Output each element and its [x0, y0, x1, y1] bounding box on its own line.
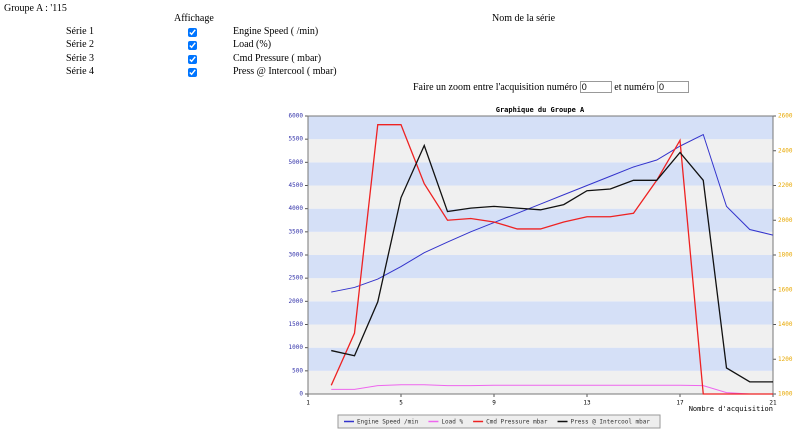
y-tick-label: 1000 [289, 344, 304, 351]
grid-band [308, 139, 773, 163]
y2-tick-label: 1200 [778, 356, 793, 363]
y-tick-label: 0 [299, 391, 303, 398]
series-line [330, 124, 773, 395]
series-label: Série 2 [66, 39, 95, 51]
legend-label: Press @ Intercool mbar [571, 419, 651, 426]
y-tick-label: 2000 [289, 298, 304, 305]
grid-band [308, 255, 773, 279]
y-tick-label: 5000 [289, 159, 304, 166]
column-header: Nom de la série [492, 13, 556, 24]
series-line [331, 143, 773, 383]
series-label: Série 1 [66, 26, 95, 37]
grid-band [308, 116, 773, 140]
y2-tick-label: 2600 [778, 113, 793, 120]
series-name: Engine Speed ( /min) [233, 26, 319, 37]
x-tick-label: 13 [583, 400, 591, 407]
y-tick-label: 500 [292, 367, 303, 374]
y-tick-label: 3000 [289, 252, 304, 259]
y-tick-label: 3500 [289, 228, 304, 235]
series-line [331, 384, 773, 395]
grid-band [308, 370, 773, 394]
grid-band [308, 347, 773, 371]
series-name: Load (%) [233, 39, 272, 51]
zoom-label: Faire un zoom entre l'acquisition numéro [413, 82, 578, 93]
zoom-label: et numéro [614, 82, 655, 93]
grid-band [308, 208, 773, 232]
y2-tick-label: 1800 [778, 252, 793, 259]
series-checkbox[interactable] [188, 67, 197, 77]
chart-title: Graphique du Groupe A [496, 106, 585, 114]
grid-band [308, 324, 773, 348]
y2-tick-label: 1600 [778, 286, 793, 293]
y-tick-label: 5500 [289, 136, 304, 143]
y-tick-label: 1500 [289, 321, 304, 328]
x-tick-label: 17 [676, 400, 684, 407]
grid-band [308, 278, 773, 302]
zoom-from[interactable] [579, 81, 612, 93]
series-name: Cmd Pressure ( mbar) [233, 52, 322, 64]
y2-tick-label: 2200 [778, 182, 793, 189]
group-title: Groupe A : '115 [4, 3, 67, 14]
legend-label: Engine Speed /min [357, 419, 419, 426]
series-name: Press @ Intercool ( mbar) [233, 65, 337, 77]
series-checkbox[interactable] [188, 28, 197, 37]
y2-tick-label: 1000 [778, 391, 793, 398]
grid-band [308, 301, 773, 325]
y-tick-label: 4000 [289, 205, 304, 212]
series-label: Série 3 [66, 52, 95, 64]
zoom-form: Faire un zoom entre l'acquisition numéro… [413, 81, 690, 93]
x-tick-label: 9 [492, 400, 496, 407]
series-checkbox[interactable] [188, 54, 197, 64]
zoom-to[interactable] [657, 81, 690, 93]
grid-band [308, 231, 773, 255]
legend [337, 414, 661, 429]
x-tick-label: 5 [399, 400, 403, 407]
legend-label: Load % [441, 419, 463, 426]
y-tick-label: 6000 [289, 113, 304, 120]
y2-tick-label: 2400 [778, 147, 793, 154]
x-axis-label: Nombre d'acquisition [689, 405, 773, 413]
series-label: Série 4 [66, 65, 95, 77]
x-tick-label: 21 [769, 400, 777, 407]
y2-tick-label: 2000 [778, 217, 793, 224]
legend-label: Cmd Pressure mbar [486, 419, 548, 426]
series-line [331, 133, 774, 293]
column-header: Affichage [174, 13, 214, 24]
grid-band [308, 185, 773, 209]
series-checkbox[interactable] [188, 41, 197, 51]
x-tick-label: 1 [306, 400, 310, 407]
y-tick-label: 4500 [289, 182, 304, 189]
plot-frame [307, 115, 774, 395]
y-tick-label: 2500 [289, 275, 304, 282]
y2-tick-label: 1400 [778, 321, 793, 328]
